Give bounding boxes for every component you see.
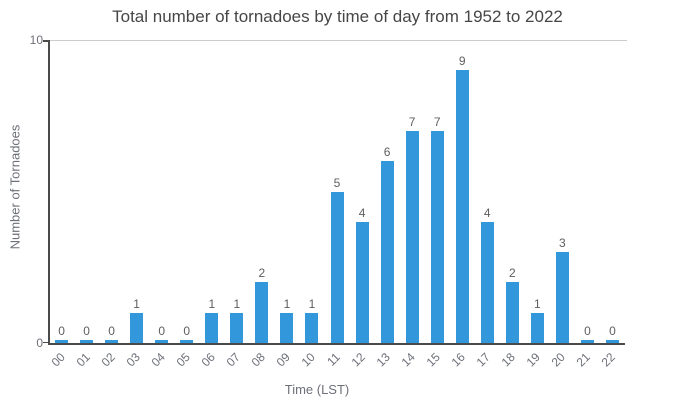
bar-value-label: 4 [483, 205, 491, 220]
bar-03 [130, 312, 144, 343]
bar-value-label: 1 [133, 296, 140, 311]
bar-value-label: 7 [433, 114, 441, 129]
bar-14 [405, 130, 419, 343]
bar-value-label: 0 [158, 324, 166, 338]
bar-10 [305, 312, 319, 343]
bar-18 [505, 282, 519, 343]
bar-value-label: 0 [584, 324, 591, 338]
y-axis-line [48, 40, 50, 344]
bar-08 [255, 282, 269, 343]
bar-01 [80, 340, 94, 343]
bar-value-label: 0 [108, 324, 115, 338]
bar-02 [105, 340, 119, 343]
bar-22 [605, 340, 619, 343]
bar-value-label: 7 [408, 114, 416, 129]
bar-value-label: 1 [534, 296, 541, 311]
bar-20 [555, 252, 569, 343]
bar-13 [380, 161, 394, 343]
bar-00 [55, 340, 69, 343]
bar-value-label: 0 [58, 324, 65, 338]
y-axis-title: Number of Tornadoes [7, 124, 23, 250]
bar-value-label: 5 [333, 175, 341, 190]
bar-06 [205, 312, 219, 343]
bar-value-label: 0 [83, 324, 90, 338]
bar-value-label: 2 [258, 266, 266, 281]
bar-value-label: 1 [233, 296, 241, 311]
bar-12 [355, 221, 369, 343]
bar-11 [330, 191, 344, 343]
bar-04 [155, 340, 169, 343]
bar-07 [230, 312, 244, 343]
bar-value-label: 0 [609, 324, 616, 338]
bar-value-label: 1 [308, 296, 316, 311]
bar-05 [180, 340, 194, 343]
chart-title: Total number of tornadoes by time of day… [112, 7, 563, 26]
bar-19 [530, 312, 544, 343]
bar-09 [280, 312, 294, 343]
bar-value-label: 9 [458, 54, 466, 69]
bar-16 [455, 70, 469, 343]
bar-value-label: 1 [283, 296, 291, 311]
y-tick-mark [43, 40, 49, 42]
bar-value-label: 6 [383, 145, 391, 160]
bar-21 [580, 340, 594, 343]
bar-value-label: 3 [559, 236, 566, 251]
y-tick-label: 0 [36, 336, 43, 350]
bar-value-label: 2 [508, 266, 516, 281]
bar-15 [430, 130, 444, 343]
bar-value-label: 4 [358, 205, 366, 220]
y-tick-label: 10 [29, 33, 43, 47]
x-axis-title: Time (LST) [284, 382, 350, 397]
gridline-ymax [49, 40, 627, 41]
x-axis-line [48, 343, 625, 345]
bar-value-label: 0 [183, 324, 191, 338]
bar-value-label: 1 [208, 296, 216, 311]
bar-17 [480, 221, 494, 343]
y-tick-mark [43, 341, 49, 343]
